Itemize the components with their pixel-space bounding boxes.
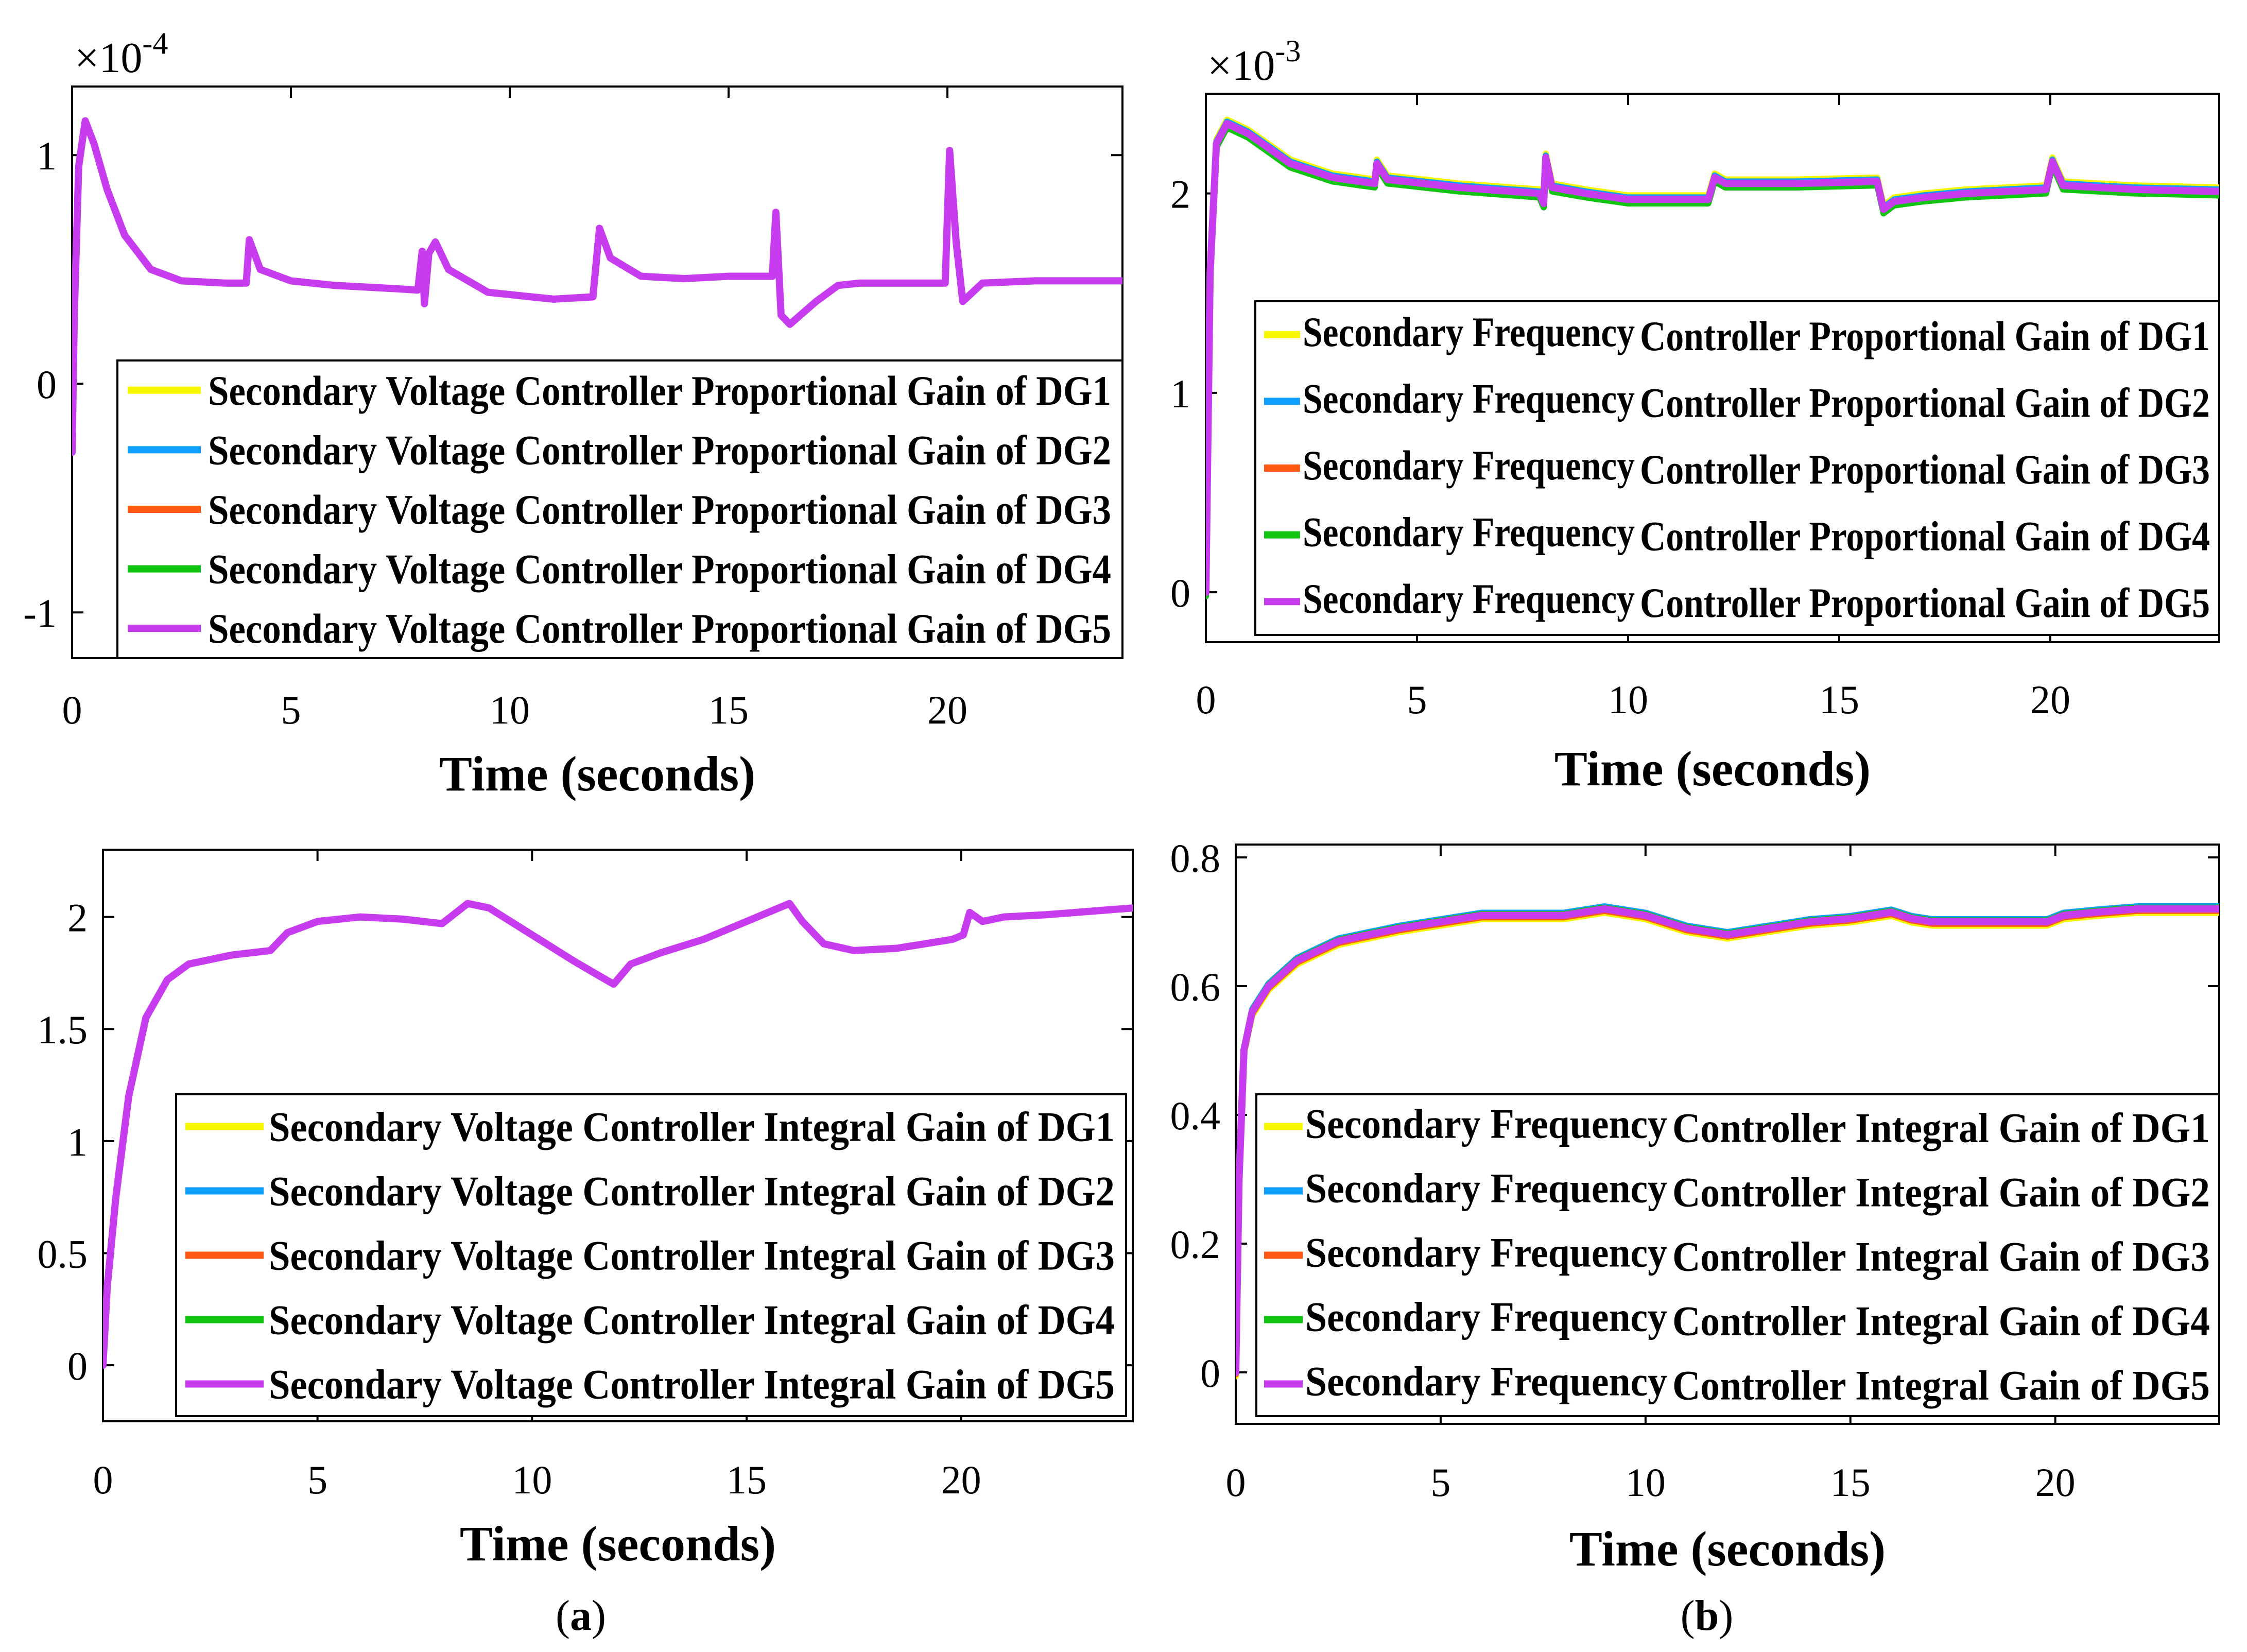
y-tick-label: 1 — [1170, 371, 1190, 416]
series-lines — [103, 900, 1133, 1369]
panel-label-b: (b) — [1681, 1592, 1734, 1640]
legend-box — [175, 1093, 1127, 1417]
x-axis-label: Time (seconds) — [439, 746, 755, 801]
y-tick-label: 0.8 — [1170, 836, 1221, 881]
series-lines — [1206, 116, 2219, 599]
x-tick-label: 5 — [307, 1457, 327, 1502]
x-axis-label: Time (seconds) — [1569, 1521, 1886, 1576]
legend-label-part2: Controller Proportional Gain of DG5 — [1640, 579, 2210, 626]
legend-label-part2: Controller Integral Gain of DG4 — [1672, 1298, 2210, 1345]
legend-label-part2: Controller Integral Gain of DG3 — [1672, 1233, 2210, 1280]
series-line-dg4 — [1206, 124, 2219, 599]
legend-label-part2: Controller Proportional Gain of DG3 — [1640, 446, 2210, 493]
y-tick-label: 0 — [1170, 571, 1190, 615]
legend-label-part2: Controller Integral Gain of DG5 — [1672, 1362, 2210, 1409]
x-tick-label: 10 — [490, 687, 530, 732]
x-tick-label: 5 — [1430, 1460, 1450, 1505]
x-tick-label: 0 — [62, 687, 82, 732]
legend-box — [116, 359, 1124, 659]
legend-label: Secondary Voltage Controller Proportiona… — [208, 605, 1111, 652]
legend-box — [1254, 300, 2220, 636]
x-tick-label: 5 — [1407, 677, 1427, 722]
panel-label-a: (a) — [556, 1592, 606, 1640]
y-tick-label: 2 — [1170, 172, 1190, 217]
y-tick-label: 1 — [67, 1120, 88, 1164]
legend: Secondary Voltage Controller Integral Ga… — [175, 1093, 1127, 1417]
legend-label-part2: Controller Integral Gain of DG1 — [1672, 1105, 2210, 1151]
legend-label: Secondary Voltage Controller Proportiona… — [208, 367, 1111, 414]
axis-scale-factor: ×10-3 — [1207, 34, 1301, 90]
legend-label-part1: Secondary Frequency — [1305, 1229, 1667, 1276]
y-tick-label: 2 — [67, 896, 88, 940]
x-tick-label: 5 — [281, 687, 301, 732]
legend-label-part2: Controller Integral Gain of DG2 — [1672, 1169, 2210, 1216]
legend-label-part1: Secondary Frequency — [1303, 308, 1635, 355]
chart-voltage-integral: 0 5 10 15 20 0 0.5 1 1.5 2 Time (seconds) Secondary… — [38, 849, 1134, 1571]
x-axis-label: Time (seconds) — [1554, 741, 1871, 796]
chart-frequency-integral: 0 5 10 15 20 0 0.2 0.4 0.6 0.8 Time (seconds) Secon… — [1170, 836, 2220, 1576]
y-tick-label: 0.2 — [1170, 1222, 1221, 1267]
y-tick-label: 0 — [67, 1344, 88, 1388]
legend-label-part1: Secondary Frequency — [1305, 1165, 1667, 1212]
series-line-dg5 — [1206, 120, 2219, 596]
legend-label-part1: Secondary Frequency — [1303, 442, 1635, 489]
legend-label: Secondary Voltage Controller Integral Ga… — [269, 1168, 1115, 1215]
legend-label-part2: Controller Proportional Gain of DG1 — [1640, 313, 2210, 359]
legend-label-part1: Secondary Frequency — [1303, 575, 1635, 622]
x-tick-label: 0 — [1226, 1460, 1246, 1505]
legend-label: Secondary Voltage Controller Integral Ga… — [269, 1232, 1115, 1279]
x-tick-label: 15 — [1830, 1460, 1871, 1505]
y-tick-label: -1 — [23, 591, 57, 635]
x-tick-label: 20 — [927, 687, 967, 732]
x-tick-label: 20 — [941, 1457, 981, 1502]
y-tick-label: 0.6 — [1170, 965, 1221, 1009]
x-tick-label: 0 — [1196, 677, 1216, 722]
chart-voltage-proportional: 0 5 10 15 20 -1 0 1 Time (seconds) ×10-4 Secondary… — [23, 26, 1124, 801]
legend-label: Secondary Voltage Controller Proportiona… — [208, 546, 1111, 593]
x-tick-label: 20 — [2035, 1460, 2076, 1505]
legend-label-part1: Secondary Frequency — [1305, 1294, 1667, 1340]
x-tick-label: 10 — [1626, 1460, 1666, 1505]
legend-label: Secondary Voltage Controller Integral Ga… — [269, 1104, 1115, 1150]
series-line-dg5 — [1236, 905, 2219, 1376]
y-tick-label: 0.4 — [1170, 1093, 1221, 1138]
chart-frequency-proportional: 0 5 10 15 20 0 1 2 Time (seconds) ×10-3 Secondary … — [1170, 34, 2220, 796]
legend-label-part1: Secondary Frequency — [1305, 1358, 1667, 1405]
legend-label-part2: Controller Proportional Gain of DG4 — [1640, 513, 2210, 560]
axis-scale-factor: ×10-4 — [75, 26, 168, 82]
x-tick-label: 10 — [1608, 677, 1648, 722]
series-lines — [72, 117, 1122, 456]
x-tick-label: 15 — [708, 687, 749, 732]
x-tick-label: 20 — [2030, 677, 2070, 722]
legend: Secondary Frequency Controller Proportion… — [1254, 300, 2220, 636]
x-tick-label: 15 — [1819, 677, 1859, 722]
legend-label-part1: Secondary Frequency — [1303, 375, 1635, 422]
legend-label-part1: Secondary Frequency — [1303, 509, 1635, 556]
x-axis-label: Time (seconds) — [460, 1516, 776, 1571]
y-tick-label: 0.5 — [38, 1232, 88, 1277]
y-tick-label: 1 — [37, 133, 57, 178]
series-lines — [1236, 903, 2219, 1380]
y-tick-label: 1.5 — [38, 1007, 88, 1052]
legend-label: Secondary Voltage Controller Integral Ga… — [269, 1297, 1115, 1344]
legend: Secondary Frequency Controller Integral G… — [1255, 1093, 2220, 1417]
legend: Secondary Voltage Controller Proportiona… — [116, 359, 1124, 659]
x-tick-label: 0 — [93, 1457, 113, 1502]
y-tick-label: 0 — [37, 362, 57, 407]
y-tick-label: 0 — [1200, 1351, 1220, 1396]
series-line-dg5 — [72, 117, 1122, 456]
x-tick-label: 10 — [512, 1457, 552, 1502]
legend-label: Secondary Voltage Controller Proportiona… — [208, 486, 1111, 533]
legend-box — [1255, 1093, 2220, 1417]
legend-label-part2: Controller Proportional Gain of DG2 — [1640, 379, 2210, 426]
legend-label: Secondary Voltage Controller Integral Ga… — [269, 1361, 1115, 1408]
legend-label: Secondary Voltage Controller Proportiona… — [208, 426, 1111, 473]
series-line-dg5 — [103, 900, 1133, 1369]
legend-label-part1: Secondary Frequency — [1305, 1100, 1667, 1147]
x-tick-label: 15 — [727, 1457, 767, 1502]
